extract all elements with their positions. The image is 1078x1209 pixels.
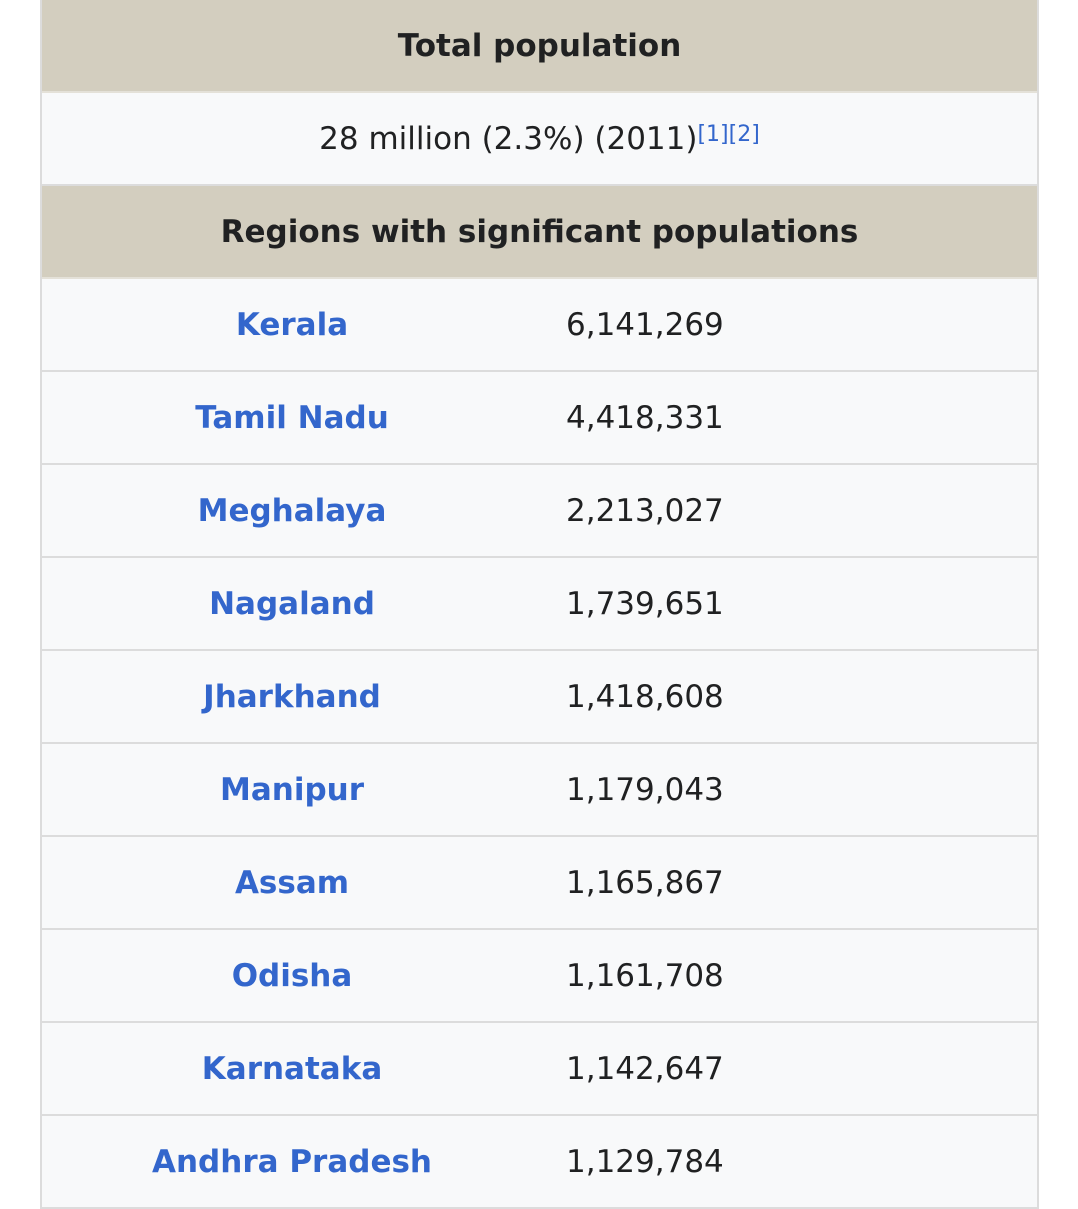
region-row: Manipur 1,179,043: [42, 744, 1037, 837]
population: 4,418,331: [566, 399, 724, 436]
rows: Kerala 6,141,269 Tamil Nadu 4,418,331 Meghal…: [42, 279, 1037, 1209]
region-row: Jharkhand 1,418,608: [42, 651, 1037, 744]
region-row: Andhra Pradesh 1,129,784: [42, 1116, 1037, 1209]
population: 1,418,608: [566, 678, 724, 715]
total-population: 28 million (2.3%) (2011) [1] [2]: [42, 93, 1037, 186]
region-row: Odisha 1,161,708: [42, 930, 1037, 1023]
total-text: 28 million (2.3%) (2011): [319, 120, 698, 157]
region-link[interactable]: Manipur: [219, 771, 364, 808]
ref[interactable]: [2]: [728, 122, 760, 147]
region-row: Meghalaya 2,213,027: [42, 465, 1037, 558]
section-header: Regions with significant populations: [42, 186, 1037, 279]
population: 1,161,708: [566, 957, 724, 994]
region-link[interactable]: Odisha: [231, 957, 353, 994]
population: 1,129,784: [566, 1143, 724, 1180]
ref[interactable]: [1]: [697, 122, 729, 147]
region-row: Karnataka 1,142,647: [42, 1023, 1037, 1116]
region-link[interactable]: Kerala: [235, 306, 349, 343]
region-link[interactable]: Tamil Nadu: [195, 399, 389, 436]
population: 1,165,867: [566, 864, 724, 901]
region-link[interactable]: Nagaland: [209, 585, 375, 622]
infobox: Total population 28 million (2.3%) (2011…: [40, 0, 1039, 1209]
region-link[interactable]: Andhra Pradesh: [152, 1143, 432, 1180]
region-row: Assam 1,165,867: [42, 837, 1037, 930]
population: 2,213,027: [566, 492, 724, 529]
region-link[interactable]: Jharkhand: [203, 678, 381, 715]
header: Total population: [42, 0, 1037, 93]
region-link[interactable]: Assam: [234, 864, 350, 901]
population: 1,179,043: [566, 771, 724, 808]
population: 1,739,651: [566, 585, 724, 622]
population: 6,141,269: [566, 306, 724, 343]
region-row: Nagaland 1,739,651: [42, 558, 1037, 651]
region-row: Kerala 6,141,269: [42, 279, 1037, 372]
region-link[interactable]: Karnataka: [201, 1050, 383, 1087]
population: 1,142,647: [566, 1050, 724, 1087]
region-link[interactable]: Meghalaya: [197, 492, 387, 529]
region-row: Tamil Nadu 4,418,331: [42, 372, 1037, 465]
